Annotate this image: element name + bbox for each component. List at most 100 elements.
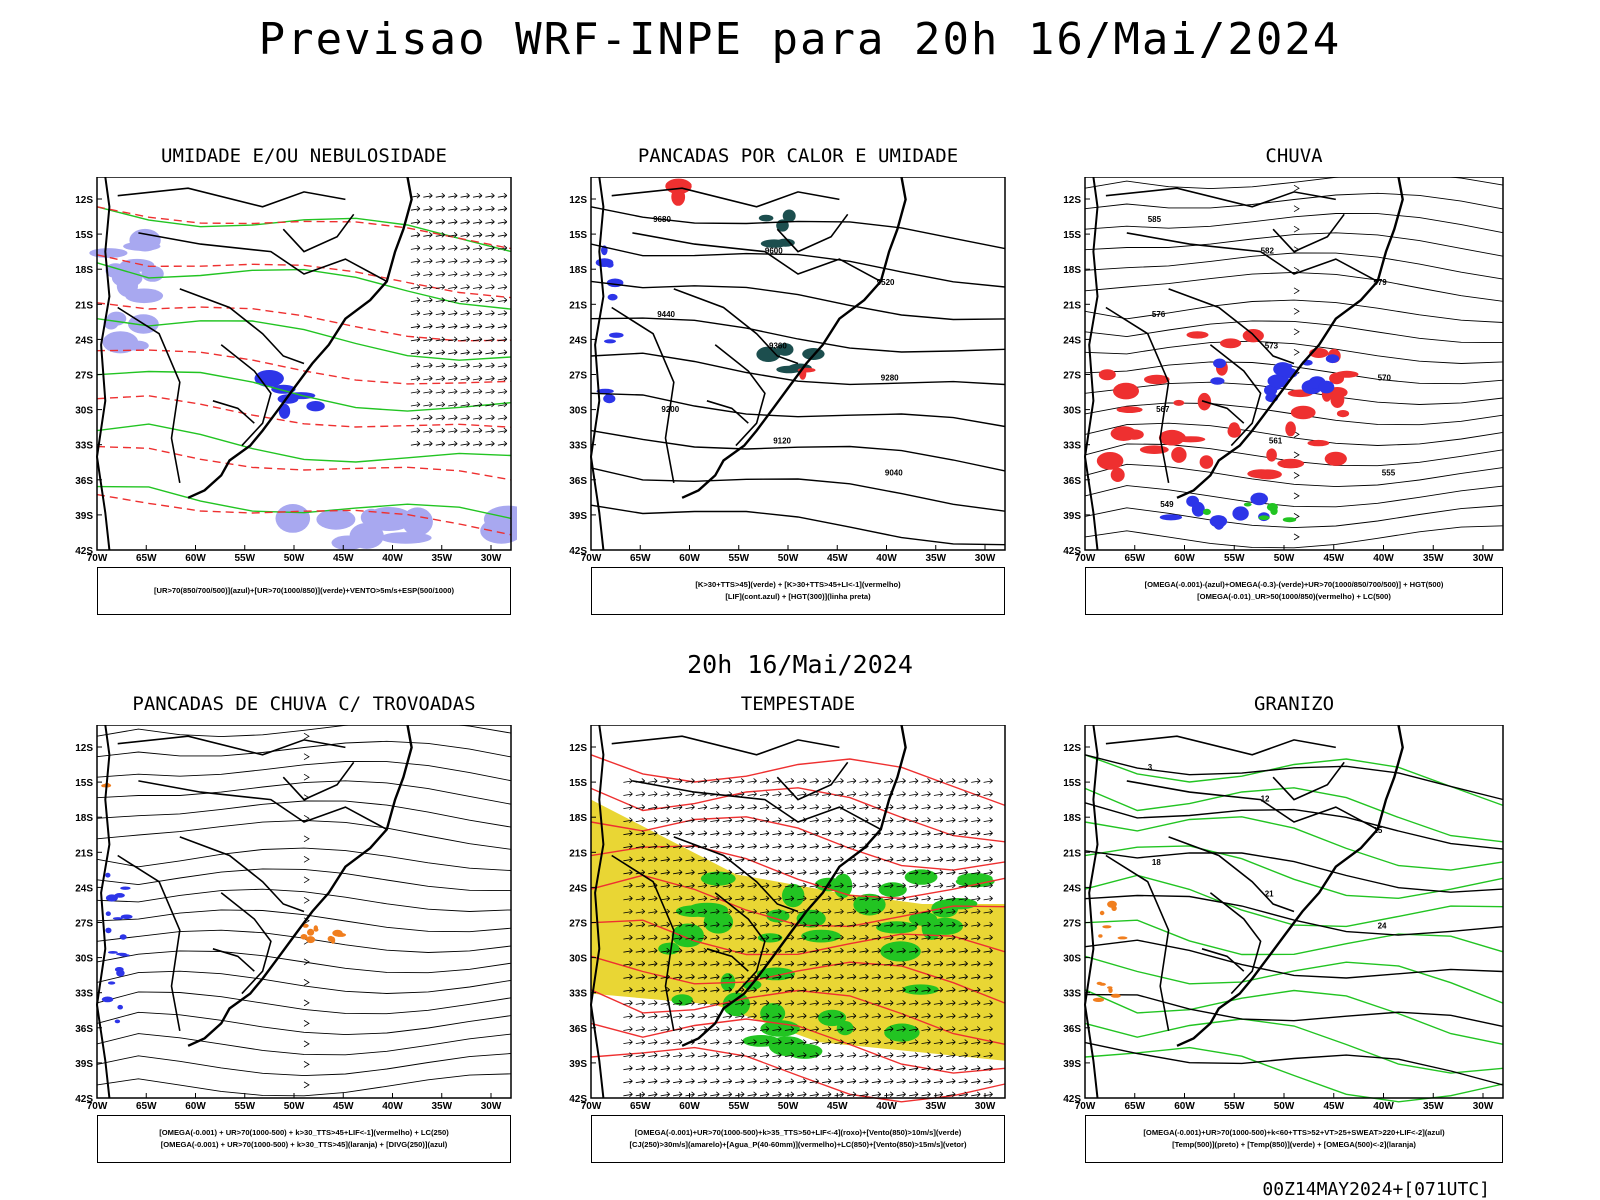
wind850-vector	[772, 1000, 782, 1006]
temp500-contour	[1084, 754, 1504, 801]
wind850-vector	[660, 1013, 670, 1019]
wind850-vector	[834, 843, 844, 850]
wind850-vector	[834, 856, 844, 863]
wind850-vector	[660, 869, 670, 876]
wind850-vector	[971, 817, 981, 823]
omega500-area	[1099, 910, 1105, 916]
contour-label: 24	[1378, 921, 1387, 930]
wind850-vector	[846, 1039, 857, 1045]
rain-area	[1290, 405, 1316, 420]
wind850-vector	[946, 1065, 956, 1072]
wind850-vector	[697, 1026, 708, 1032]
wind850-vector	[784, 1091, 795, 1098]
wind850-vector	[648, 908, 658, 915]
wind850-vector	[710, 973, 720, 980]
wind850-vector	[909, 921, 919, 928]
wind850-vector	[735, 778, 745, 784]
wind-vector	[460, 336, 470, 343]
hgt500-contour	[1084, 320, 1504, 344]
wind850-vector	[933, 882, 944, 889]
wind-vector	[435, 336, 446, 343]
wind850-vector	[859, 1026, 869, 1032]
wind850-vector	[685, 856, 695, 863]
wind850-vector	[747, 895, 757, 902]
wind850-vector	[909, 830, 919, 837]
wind850-vector	[859, 1013, 869, 1019]
temp850-contour	[1084, 874, 1504, 928]
wind850-vector	[722, 1091, 733, 1098]
wind850-vector	[909, 895, 919, 902]
wind850-vector	[797, 947, 807, 954]
wind850-vector	[958, 778, 968, 784]
lat-tick-label: 21S	[569, 300, 587, 311]
lat-tick-label: 39S	[569, 511, 587, 522]
wind850-vector	[685, 1052, 695, 1058]
humidity-area-upper	[125, 288, 164, 304]
wind-vector	[423, 297, 433, 303]
wind850-vector	[722, 1013, 733, 1019]
wind850-vector	[822, 934, 832, 941]
wind850-vector	[797, 895, 807, 902]
lat-tick-label: 36S	[569, 1024, 587, 1035]
coastline	[187, 725, 413, 1047]
wind850-vector	[896, 921, 906, 928]
wind-vector	[448, 427, 458, 434]
wind850-vector	[933, 908, 944, 915]
wind850-vector	[784, 856, 795, 863]
wind850-vector	[921, 1078, 931, 1085]
wind-vector	[435, 401, 446, 408]
wind-vector	[460, 231, 470, 238]
streamline-arrow	[1293, 472, 1300, 479]
panel-title-pancadas-calor: PANCADAS POR CALOR E UMIDADE	[637, 145, 959, 167]
wind-vector	[423, 310, 433, 316]
contour-label: 21	[1265, 890, 1274, 899]
wind850-vector	[809, 1052, 819, 1058]
wind850-vector	[909, 1039, 919, 1045]
instability-green	[776, 343, 794, 356]
wind850-vector	[983, 817, 993, 823]
wind850-vector	[896, 882, 906, 889]
wind850-vector	[673, 830, 683, 837]
wind850-vector	[933, 817, 944, 823]
divergence-area	[120, 886, 131, 890]
streamline-arrow	[303, 1020, 310, 1027]
rain-area	[1253, 469, 1282, 480]
wind850-vector	[896, 778, 906, 784]
wind-vector	[423, 375, 433, 382]
wind850-vector	[722, 973, 733, 980]
map-frame	[590, 177, 1006, 551]
wind850-vector	[909, 843, 919, 850]
wind850-vector	[983, 856, 993, 863]
streamline-arrow	[303, 732, 310, 740]
wind850-vector	[623, 817, 633, 823]
wind850-vector	[685, 908, 695, 915]
state-border	[212, 948, 255, 972]
contour-label: 573	[1265, 342, 1279, 351]
wind850-vector	[834, 1000, 844, 1006]
wind850-vector	[635, 960, 646, 967]
panel-title-granizo: GRANIZO	[1253, 693, 1335, 715]
wind850-vector	[971, 947, 981, 954]
streamline	[96, 950, 512, 974]
wind850-vector	[971, 1078, 981, 1085]
wind-vector	[423, 218, 433, 225]
wind850-vector	[859, 869, 869, 876]
state-border	[1201, 400, 1245, 424]
wind850-vector	[623, 778, 633, 784]
state-border	[1105, 735, 1336, 756]
wind850-area	[902, 984, 939, 995]
lon-tick-label: 60W	[1174, 553, 1195, 564]
wind850-vector	[983, 921, 993, 928]
streamline-arrow	[1293, 205, 1300, 213]
wind-vector	[423, 349, 433, 356]
rain-area	[1307, 439, 1330, 447]
wind850-vector	[958, 1000, 968, 1006]
rain-area	[1116, 406, 1143, 413]
wind850-vector	[784, 895, 795, 902]
wind850-vector	[784, 973, 795, 980]
lat-tick-label: 24S	[569, 883, 587, 894]
wind850-vector	[722, 882, 733, 889]
wind850-vector	[909, 882, 919, 889]
hgt500-contour	[1084, 232, 1504, 257]
wind850-vector	[623, 1039, 633, 1045]
